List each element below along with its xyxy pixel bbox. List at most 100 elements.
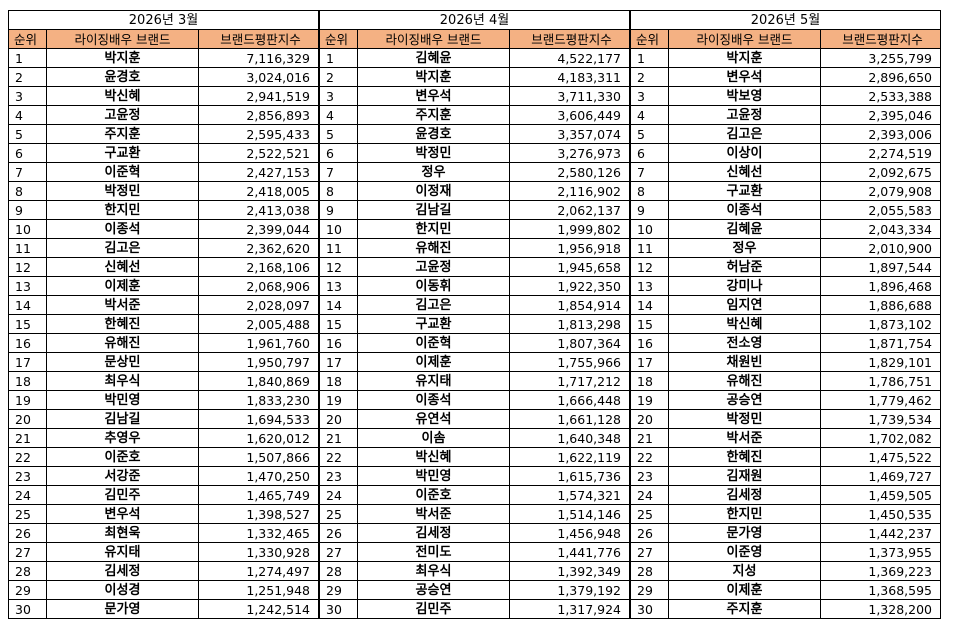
score-cell: 2,010,900	[820, 238, 941, 258]
table-row: 3 박신혜 2,941,519 3 변우석 3,711,330 3 박보영 2,533,388	[8, 86, 941, 106]
score-cell: 2,896,650	[820, 67, 941, 87]
rank-cell: 27	[318, 542, 358, 562]
actor-name: 박지훈	[46, 48, 199, 68]
actor-name: 박서준	[46, 295, 199, 315]
rank-cell: 8	[8, 181, 47, 201]
rank-cell: 23	[8, 466, 47, 486]
actor-name: 김혜윤	[668, 219, 821, 239]
actor-name: 주지훈	[668, 599, 821, 619]
score-cell: 1,950,797	[198, 352, 320, 372]
actor-name: 유지태	[46, 542, 199, 562]
rank-cell: 29	[318, 580, 358, 600]
rank-cell: 5	[318, 124, 358, 144]
rank-cell: 11	[318, 238, 358, 258]
actor-name: 김남길	[46, 409, 199, 429]
actor-name: 유해진	[357, 238, 510, 258]
table-row: 7 이준혁 2,427,153 7 정우 2,580,126 7 신혜선 2,092,675	[8, 162, 941, 182]
table-row: 1 박지훈 7,116,329 1 김혜윤 4,522,177 1 박지훈 3,255,799	[8, 48, 941, 68]
actor-name: 김세정	[668, 485, 821, 505]
rank-cell: 10	[8, 219, 47, 239]
actor-name: 이종석	[46, 219, 199, 239]
rank-cell: 8	[629, 181, 669, 201]
rank-cell: 12	[8, 257, 47, 277]
rank-cell: 12	[318, 257, 358, 277]
score-cell: 1,807,364	[509, 333, 631, 353]
table-row: 16 유해진 1,961,760 16 이준혁 1,807,364 16 전소영 1,871,7…	[8, 333, 941, 353]
actor-name: 이동휘	[357, 276, 510, 296]
actor-name: 이정재	[357, 181, 510, 201]
table-row: 4 고윤정 2,856,893 4 주지훈 3,606,449 4 고윤정 2,395,046	[8, 105, 941, 125]
score-cell: 1,368,595	[820, 580, 941, 600]
score-cell: 2,418,005	[198, 181, 320, 201]
rank-cell: 21	[629, 428, 669, 448]
rank-cell: 10	[318, 219, 358, 239]
actor-name: 이성경	[46, 580, 199, 600]
actor-name: 문상민	[46, 352, 199, 372]
actor-name: 구교환	[357, 314, 510, 334]
actor-name: 최우식	[357, 561, 510, 581]
rank-cell: 18	[8, 371, 47, 391]
rank-cell: 19	[318, 390, 358, 410]
ranking-body: 1 박지훈 7,116,329 1 김혜윤 4,522,177 1 박지훈 3,255,799 2…	[8, 48, 941, 619]
rank-cell: 26	[318, 523, 358, 543]
score-cell: 2,941,519	[198, 86, 320, 106]
actor-name: 문가영	[46, 599, 199, 619]
rank-cell: 3	[318, 86, 358, 106]
score-cell: 1,786,751	[820, 371, 941, 391]
score-cell: 1,317,924	[509, 599, 631, 619]
rank-cell: 23	[629, 466, 669, 486]
rank-cell: 18	[318, 371, 358, 391]
score-cell: 2,399,044	[198, 219, 320, 239]
score-cell: 2,043,334	[820, 219, 941, 239]
score-cell: 2,079,908	[820, 181, 941, 201]
actor-name: 박신혜	[668, 314, 821, 334]
rank-cell: 25	[629, 504, 669, 524]
score-cell: 1,896,468	[820, 276, 941, 296]
actor-name: 주지훈	[46, 124, 199, 144]
actor-name: 한혜진	[46, 314, 199, 334]
rank-cell: 2	[629, 67, 669, 87]
rank-cell: 14	[318, 295, 358, 315]
actor-name: 박신혜	[46, 86, 199, 106]
actor-name: 이준영	[668, 542, 821, 562]
score-cell: 1,615,736	[509, 466, 631, 486]
actor-name: 허남준	[668, 257, 821, 277]
rank-cell: 17	[629, 352, 669, 372]
rank-cell: 28	[8, 561, 47, 581]
score-cell: 1,369,223	[820, 561, 941, 581]
score-cell: 2,856,893	[198, 105, 320, 125]
actor-name: 채원빈	[668, 352, 821, 372]
table-row: 18 최우식 1,840,869 18 유지태 1,717,212 18 유해진 1,786,7…	[8, 371, 941, 391]
table-row: 17 문상민 1,950,797 17 이제훈 1,755,966 17 채원빈 1,829,1…	[8, 352, 941, 372]
rank-cell: 15	[8, 314, 47, 334]
rank-cell: 11	[629, 238, 669, 258]
rank-cell: 1	[629, 48, 669, 68]
table-row: 24 김민주 1,465,749 24 이준호 1,574,321 24 김세정 1,459,5…	[8, 485, 941, 505]
actor-name: 김세정	[46, 561, 199, 581]
actor-name: 이상이	[668, 143, 821, 163]
score-cell: 1,702,082	[820, 428, 941, 448]
rank-cell: 15	[318, 314, 358, 334]
score-cell: 1,833,230	[198, 390, 320, 410]
rank-cell: 14	[8, 295, 47, 315]
actor-name: 신혜선	[668, 162, 821, 182]
table-row: 11 김고은 2,362,620 11 유해진 1,956,918 11 정우 2,010,90…	[8, 238, 941, 258]
actor-name: 변우석	[668, 67, 821, 87]
score-cell: 2,168,106	[198, 257, 320, 277]
score-cell: 3,711,330	[509, 86, 631, 106]
actor-name: 문가영	[668, 523, 821, 543]
table-row: 29 이성경 1,251,948 29 공승연 1,379,192 29 이제훈 1,368,5…	[8, 580, 941, 600]
actor-name: 박정민	[46, 181, 199, 201]
score-cell: 2,362,620	[198, 238, 320, 258]
score-cell: 1,666,448	[509, 390, 631, 410]
rank-cell: 7	[318, 162, 358, 182]
actor-name: 유연석	[357, 409, 510, 429]
actor-name: 한지민	[46, 200, 199, 220]
score-cell: 1,441,776	[509, 542, 631, 562]
table-row: 25 변우석 1,398,527 25 박서준 1,514,146 25 한지민 1,450,5…	[8, 504, 941, 524]
rank-cell: 20	[318, 409, 358, 429]
actor-name: 신혜선	[46, 257, 199, 277]
rank-cell: 30	[8, 599, 47, 619]
rank-cell: 9	[318, 200, 358, 220]
rank-cell: 27	[8, 542, 47, 562]
